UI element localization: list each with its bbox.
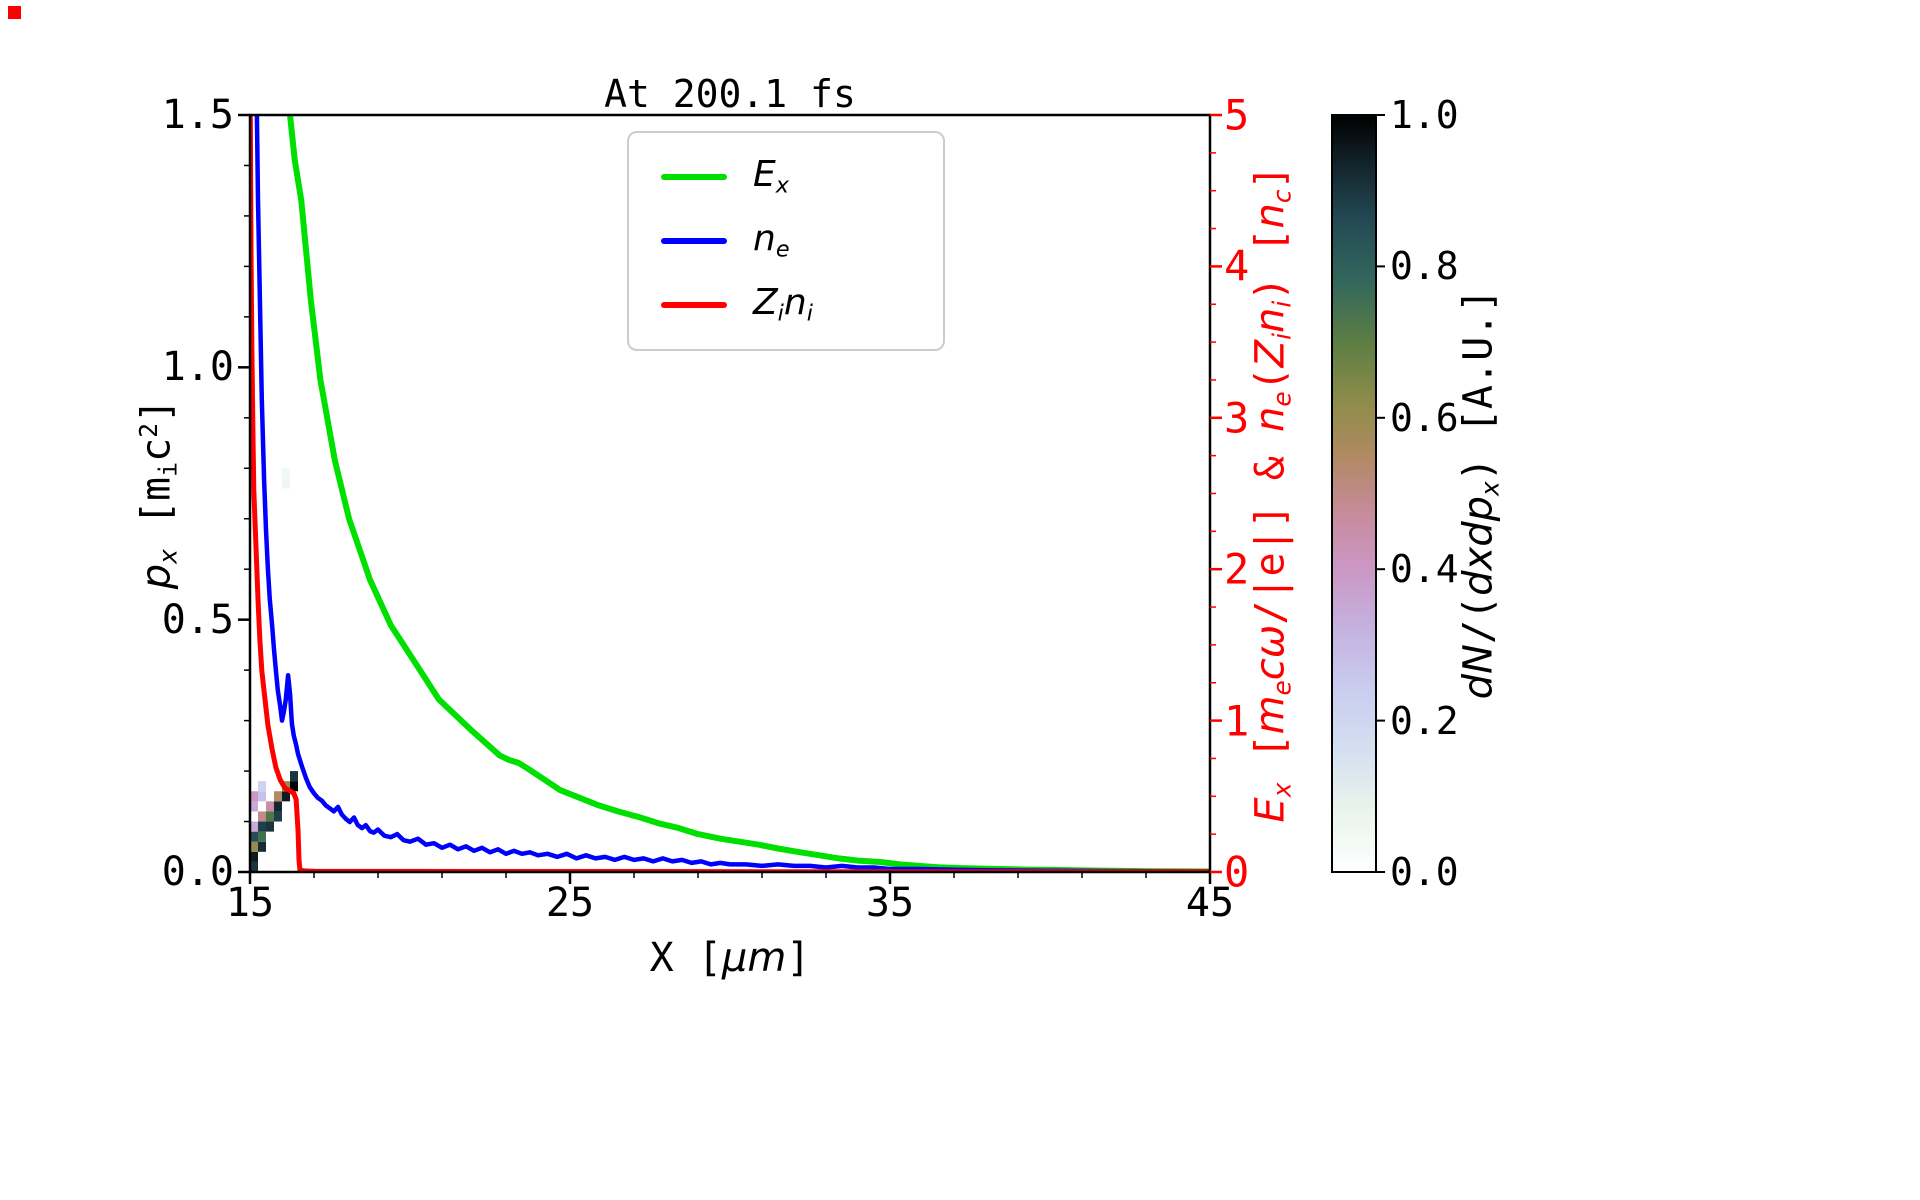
legend-label-zini: Zini xyxy=(753,282,813,327)
colorbar-tick-label: 0.4 xyxy=(1390,547,1459,592)
heatmap-cell xyxy=(250,821,258,832)
colorbar-tick-label: 0.2 xyxy=(1390,698,1459,743)
x-tick-label: 45 xyxy=(1185,880,1235,926)
legend-swatch-ex xyxy=(661,174,727,180)
colorbar-tick-label: 0.8 xyxy=(1390,244,1459,289)
y-left-tick-label: 1.5 xyxy=(161,92,234,138)
heatmap-cell xyxy=(266,801,274,812)
heatmap-cell xyxy=(258,811,266,822)
y-right-tick-label: 2 xyxy=(1224,544,1250,594)
heatmap-cell xyxy=(266,811,274,822)
legend-label-ne: ne xyxy=(753,218,790,263)
heatmap-cell xyxy=(250,791,258,802)
colorbar-tick-label: 0.6 xyxy=(1390,395,1459,440)
y-left-tick-label: 0.0 xyxy=(161,849,234,895)
y-right-tick-label: 0 xyxy=(1224,847,1250,897)
legend: Ex ne Zini xyxy=(627,131,945,351)
legend-item-ne: ne xyxy=(661,221,911,261)
y-right-tick-label: 3 xyxy=(1224,393,1250,443)
x-tick-label: 35 xyxy=(865,880,915,926)
corner-marker xyxy=(8,6,21,19)
heatmap-cell xyxy=(250,861,258,872)
heatmap-cell xyxy=(282,478,290,489)
legend-item-ex: Ex xyxy=(661,157,911,197)
y-right-tick-label: 5 xyxy=(1224,90,1250,140)
heatmap-cell xyxy=(250,851,258,862)
y-left-tick-label: 0.5 xyxy=(161,596,234,643)
heatmap-cell xyxy=(258,831,266,842)
colorbar-tick-label: 1.0 xyxy=(1390,93,1459,137)
heatmap-cell xyxy=(250,831,258,842)
y-right-tick-label: 1 xyxy=(1224,696,1250,746)
heatmap-cell xyxy=(258,791,266,802)
heatmap-cell xyxy=(274,791,282,802)
legend-label-ex: Ex xyxy=(753,154,789,199)
series-ne-line xyxy=(254,115,1210,872)
y-right-tick-label: 4 xyxy=(1224,241,1250,291)
heatmap-cell xyxy=(258,781,266,792)
heatmap-cell xyxy=(250,801,258,812)
legend-swatch-ne xyxy=(661,238,727,244)
heatmap-cell xyxy=(266,821,274,832)
heatmap-cell xyxy=(290,781,298,792)
plot-title: At 200.1 fs xyxy=(604,72,856,116)
heatmap-cell xyxy=(290,771,298,782)
heatmap-cell xyxy=(258,821,266,832)
x-axis-label: X [μm] xyxy=(649,935,811,981)
heatmap-cell xyxy=(282,468,290,479)
legend-swatch-zini xyxy=(661,302,727,308)
heatmap-cell xyxy=(274,801,282,812)
heatmap-cell xyxy=(274,811,282,822)
heatmap-cell xyxy=(258,841,266,852)
heatmap-cell xyxy=(250,841,258,852)
x-tick-label: 25 xyxy=(545,880,595,926)
x-tick-label: 15 xyxy=(225,880,275,926)
y-left-tick-label: 1.0 xyxy=(161,344,234,391)
colorbar xyxy=(1331,114,1377,873)
colorbar-tick-label: 0.0 xyxy=(1390,850,1459,894)
legend-item-zini: Zini xyxy=(661,285,911,325)
heatmap-cell xyxy=(282,791,290,802)
